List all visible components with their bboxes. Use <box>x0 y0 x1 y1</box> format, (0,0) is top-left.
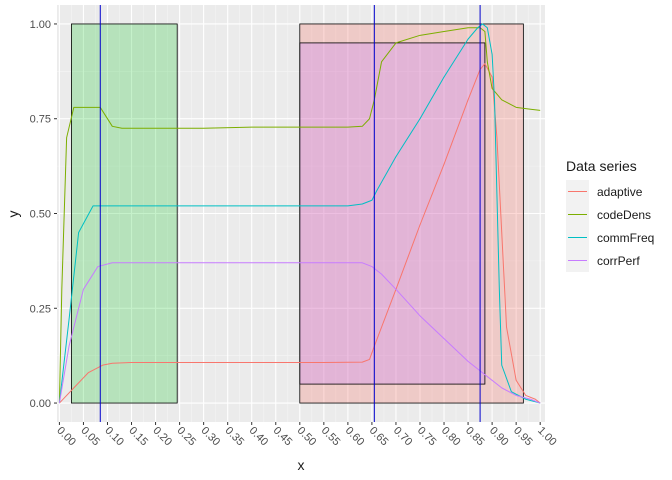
shaded-region <box>71 23 178 404</box>
y-tick-label: 0.75 <box>30 114 51 126</box>
x-tick-label: 0.65 <box>367 425 391 449</box>
x-tick-label: 0.85 <box>463 425 487 449</box>
x-axis: 0.00 0.05 0.10 0.15 0.20 0.25 0.30 0.35 0.40 0.45… <box>54 422 559 449</box>
vertical-lines <box>99 5 481 422</box>
y-tick-label: 0.00 <box>30 398 51 410</box>
y-axis-title: y <box>5 211 21 218</box>
series-line-corrPerf <box>58 262 541 404</box>
shaded-region <box>299 23 524 404</box>
x-tick-label: 0.45 <box>271 425 295 449</box>
x-tick-label: 0.80 <box>439 425 463 449</box>
legend-keys: adaptive codeDens commFreq corrPerf <box>566 180 654 272</box>
grid-major <box>57 5 545 422</box>
legend-label: codeDens <box>597 208 651 222</box>
x-tick-label: 0.50 <box>295 425 319 449</box>
legend-label: corrPerf <box>597 254 640 268</box>
x-tick-label: 0.70 <box>391 425 415 449</box>
y-tick-label: 0.50 <box>30 209 51 221</box>
x-tick-label: 0.30 <box>199 425 223 449</box>
x-tick-label: 0.10 <box>102 425 126 449</box>
series-line-codeDens <box>58 27 541 404</box>
x-tick-label: 0.95 <box>511 425 535 449</box>
legend-label: commFreq <box>597 231 654 245</box>
y-tick-label: 0.25 <box>30 303 51 315</box>
x-tick-label: 0.20 <box>150 425 174 449</box>
y-tick-label: 1.00 <box>30 19 51 31</box>
x-tick-label: 0.00 <box>54 425 78 449</box>
legend-label: adaptive <box>597 185 643 199</box>
x-tick-label: 0.90 <box>487 425 511 449</box>
shaded-regions <box>71 23 524 404</box>
series-line-commFreq <box>58 23 541 404</box>
shaded-region <box>299 42 486 385</box>
x-tick-label: 0.25 <box>174 425 198 449</box>
x-tick-label: 0.60 <box>343 425 367 449</box>
y-axis: 0.00 0.25 0.50 0.75 1.00 <box>30 19 57 410</box>
series-lines <box>58 23 541 404</box>
x-tick-label: 0.35 <box>223 425 247 449</box>
x-tick-label: 0.15 <box>126 425 150 449</box>
x-tick-label: 0.05 <box>78 425 102 449</box>
x-tick-label: 0.75 <box>415 425 439 449</box>
legend-title: Data series <box>566 158 637 174</box>
x-tick-label: 0.55 <box>319 425 343 449</box>
x-tick-label: 1.00 <box>535 425 559 449</box>
x-axis-title: x <box>298 457 305 473</box>
legend: Data series adaptive codeDens commFreq corr… <box>566 158 654 272</box>
x-tick-label: 0.40 <box>247 425 271 449</box>
